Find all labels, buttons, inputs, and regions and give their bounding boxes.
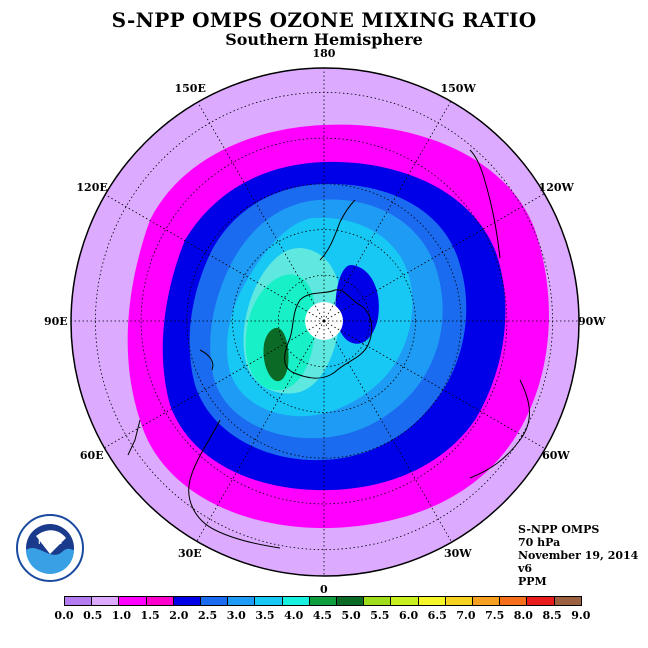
colorbar-tick-label: 3.5 — [255, 609, 275, 622]
colorbar-swatch — [172, 596, 201, 606]
ozone-peak — [263, 327, 289, 382]
longitude-label: 150E — [174, 82, 206, 96]
colorbar-tick-label: 0.0 — [54, 609, 74, 622]
colorbar-swatch — [472, 596, 501, 606]
info-level: 70 hPa — [518, 536, 561, 549]
pole-marker — [322, 319, 326, 323]
longitude-label: 30W — [444, 546, 472, 560]
info-version: v6 — [518, 562, 533, 575]
info-block: S-NPP OMPS 70 hPa November 19, 2014 v6 P… — [518, 523, 638, 588]
colorbar-tick-label: 3.0 — [226, 609, 246, 622]
colorbar-swatch — [390, 596, 419, 606]
colorbar-tick-label: 5.5 — [370, 609, 390, 622]
colorbar-tick-label: 7.0 — [456, 609, 476, 622]
longitude-label: 90W — [578, 314, 606, 328]
longitude-label: 60E — [79, 448, 104, 462]
colorbar-swatch — [254, 596, 283, 606]
colorbar-swatch — [336, 596, 365, 606]
ozone-low-anomaly — [335, 264, 379, 344]
longitude-label: 0 — [320, 582, 328, 596]
latitude-circle — [140, 137, 508, 505]
colorbar-swatch — [227, 596, 256, 606]
latitude-circle — [277, 274, 371, 368]
colorbar-swatch — [499, 596, 528, 606]
map-subtitle: Southern Hemisphere — [225, 30, 423, 49]
colorbar-swatch — [118, 596, 147, 606]
colorbar-tick-label: 7.5 — [485, 609, 505, 622]
colorbar-tick-label: 1.5 — [140, 609, 160, 622]
colorbar-swatch — [64, 596, 93, 606]
longitude-label: 90E — [44, 314, 68, 328]
colorbar-swatch — [91, 596, 120, 606]
longitude-label: 60W — [542, 448, 570, 462]
latitude-circle — [94, 91, 554, 551]
colorbar-swatch — [281, 596, 310, 606]
map-title: S-NPP OMPS OZONE MIXING RATIO — [111, 8, 537, 32]
colorbar-swatch — [444, 596, 473, 606]
colorbar-tick-label: 5.0 — [341, 609, 361, 622]
info-satellite: S-NPP OMPS — [518, 523, 600, 536]
colorbar-swatch — [553, 596, 582, 606]
graticule — [71, 68, 578, 575]
colorbar-swatch — [145, 596, 174, 606]
latitude-circle — [232, 229, 416, 413]
colorbar-swatch — [308, 596, 337, 606]
longitude-label: 150W — [440, 82, 476, 96]
colorbar-tick-label: 4.5 — [312, 609, 332, 622]
longitude-label: 120W — [538, 180, 574, 194]
colorbar-tick-label: 2.0 — [169, 609, 189, 622]
colorbar-tick-label: 8.5 — [542, 609, 562, 622]
map-border — [70, 67, 580, 577]
colorbar-tick-label: 9.0 — [571, 609, 591, 622]
info-date: November 19, 2014 — [518, 549, 639, 562]
colorbar-tick-label: 4.0 — [284, 609, 304, 622]
colorbar-tick-label: 6.5 — [427, 609, 447, 622]
longitude-label: 30E — [178, 546, 202, 560]
colorbar-swatch — [526, 596, 555, 606]
coastlines — [127, 149, 530, 549]
longitude-label: 120E — [76, 180, 108, 194]
colorbar-tick-label: 6.0 — [398, 609, 419, 622]
colorbar-tick-label: 1.0 — [111, 609, 131, 622]
info-units: PPM — [518, 575, 547, 588]
colorbar-swatch — [417, 596, 446, 606]
colorbar-tick-label: 2.5 — [197, 609, 218, 622]
colorbar-tick-label: 8.0 — [513, 609, 533, 622]
colorbar-tick-label: 0.5 — [83, 609, 103, 622]
latitude-circle — [186, 183, 462, 459]
longitude-label: 180 — [312, 46, 336, 60]
colorbar-swatch — [200, 596, 229, 606]
colorbar-swatch — [363, 596, 392, 606]
